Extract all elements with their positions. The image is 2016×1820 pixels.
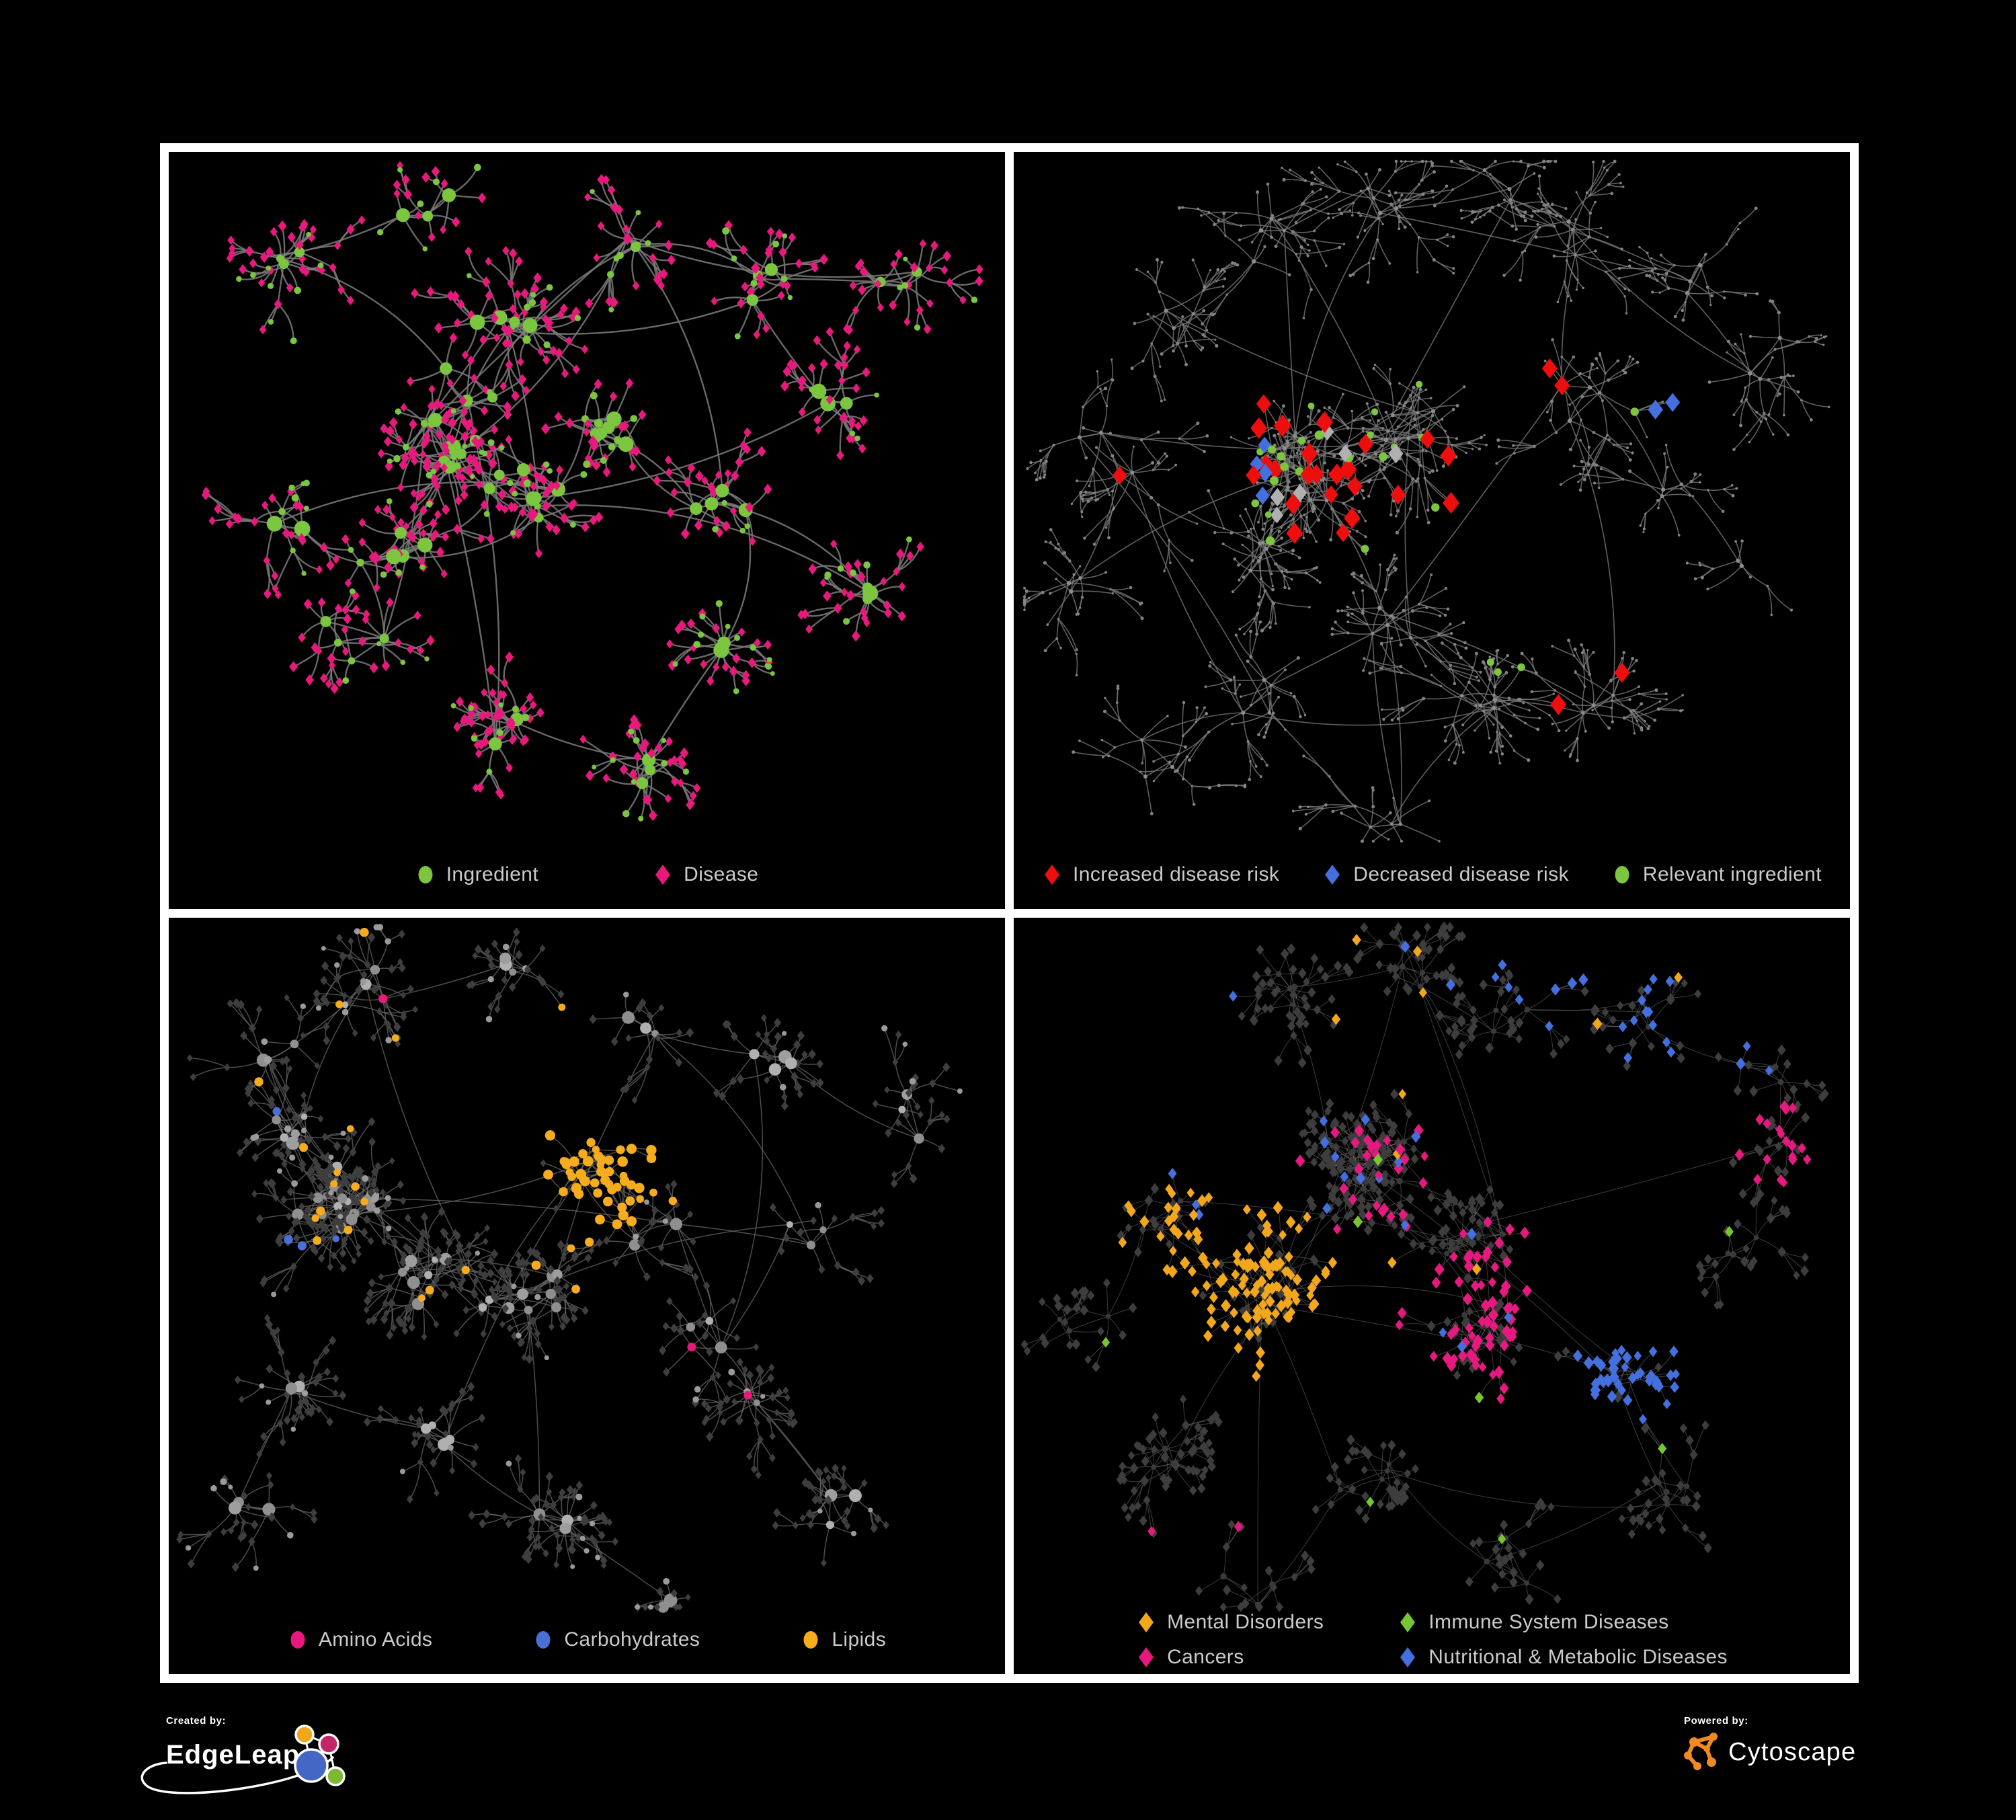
legend-disease-risk: Increased disease risk Decreased disease … xyxy=(1014,863,1850,886)
legend-label: Nutritional & Metabolic Diseases xyxy=(1428,1646,1728,1668)
edgeleap-wordmark: EdgeLeap xyxy=(166,1740,300,1770)
legend-swatch-circle-icon xyxy=(290,1631,305,1649)
legend-item: Lipids xyxy=(801,1628,886,1651)
panel-disease-category-network: Mental Disorders Immune System Diseases Ca… xyxy=(1014,917,1850,1674)
legend-swatch-diamond-icon xyxy=(1139,1612,1154,1632)
legend-item: Carbohydrates xyxy=(533,1628,700,1651)
legend-item: Ingredient xyxy=(415,863,538,886)
legend-swatch-diamond-icon xyxy=(1400,1612,1416,1632)
legend-item: Immune System Diseases xyxy=(1398,1611,1728,1634)
legend-item: Nutritional & Metabolic Diseases xyxy=(1398,1646,1728,1669)
panel-compound-class-network: Amino Acids Carbohydrates Lipids xyxy=(169,917,1005,1674)
legend-swatch-circle-icon xyxy=(418,865,433,883)
legend-item: Disease xyxy=(653,863,758,886)
legend-label: Immune System Diseases xyxy=(1428,1611,1669,1633)
edgeleap-credit: Created by: EdgeLeap xyxy=(140,1715,388,1805)
legend-item: Cancers xyxy=(1136,1646,1324,1669)
figure-frame: Ingredient Disease Increased disease risk… xyxy=(160,143,1859,1683)
created-by-label: Created by: xyxy=(166,1715,227,1727)
legend-item: Relevant ingredient xyxy=(1612,863,1822,886)
cytoscape-credit: Powered by: Cytoscape xyxy=(1684,1715,1856,1772)
legend-compound-class: Amino Acids Carbohydrates Lipids xyxy=(169,1628,1005,1651)
legend-item: Amino Acids xyxy=(288,1628,432,1651)
legend-swatch-diamond-icon xyxy=(1045,864,1059,885)
legend-label: Cancers xyxy=(1167,1646,1244,1668)
cytoscape-network-icon xyxy=(1684,1733,1718,1770)
legend-ingredient-disease: Ingredient Disease xyxy=(169,863,1005,886)
ingredient-disease-graph xyxy=(201,161,983,822)
legend-label: Amino Acids xyxy=(318,1628,433,1651)
legend-disease-category: Mental Disorders Immune System Diseases Ca… xyxy=(1014,1611,1850,1669)
legend-item: Mental Disorders xyxy=(1136,1611,1324,1634)
legend-swatch-diamond-icon xyxy=(1400,1647,1416,1667)
disease-category-graph xyxy=(1020,921,1829,1612)
panel-disease-risk-network: Increased disease risk Decreased disease … xyxy=(1014,152,1850,909)
cytoscape-wordmark: Cytoscape xyxy=(1728,1737,1857,1766)
compound-class-graph xyxy=(176,923,963,1613)
edgeleap-logo: EdgeLeap xyxy=(140,1725,388,1805)
legend-swatch-circle-icon xyxy=(536,1631,551,1649)
legend-swatch-diamond-icon xyxy=(655,864,671,885)
legend-label: Carbohydrates xyxy=(564,1628,700,1651)
cytoscape-logo: Cytoscape xyxy=(1684,1732,1856,1772)
disease-risk-graph xyxy=(1022,159,1830,843)
legend-label: Disease xyxy=(684,863,759,885)
legend-label: Ingredient xyxy=(446,863,539,885)
legend-item: Decreased disease risk xyxy=(1322,863,1569,886)
panel-ingredient-disease-network: Ingredient Disease xyxy=(169,152,1005,909)
legend-item: Increased disease risk xyxy=(1042,863,1279,886)
legend-label: Relevant ingredient xyxy=(1642,863,1822,885)
legend-swatch-diamond-icon xyxy=(1325,864,1340,885)
legend-swatch-diamond-icon xyxy=(1139,1647,1154,1667)
legend-label: Lipids xyxy=(832,1628,887,1651)
legend-label: Increased disease risk xyxy=(1073,863,1280,885)
powered-by-label: Powered by: xyxy=(1684,1715,1748,1727)
legend-swatch-circle-icon xyxy=(1615,865,1629,883)
edgeleap-network-icon xyxy=(294,1725,346,1786)
legend-label: Decreased disease risk xyxy=(1353,863,1569,885)
legend-swatch-circle-icon xyxy=(803,1631,818,1649)
legend-label: Mental Disorders xyxy=(1167,1611,1324,1633)
